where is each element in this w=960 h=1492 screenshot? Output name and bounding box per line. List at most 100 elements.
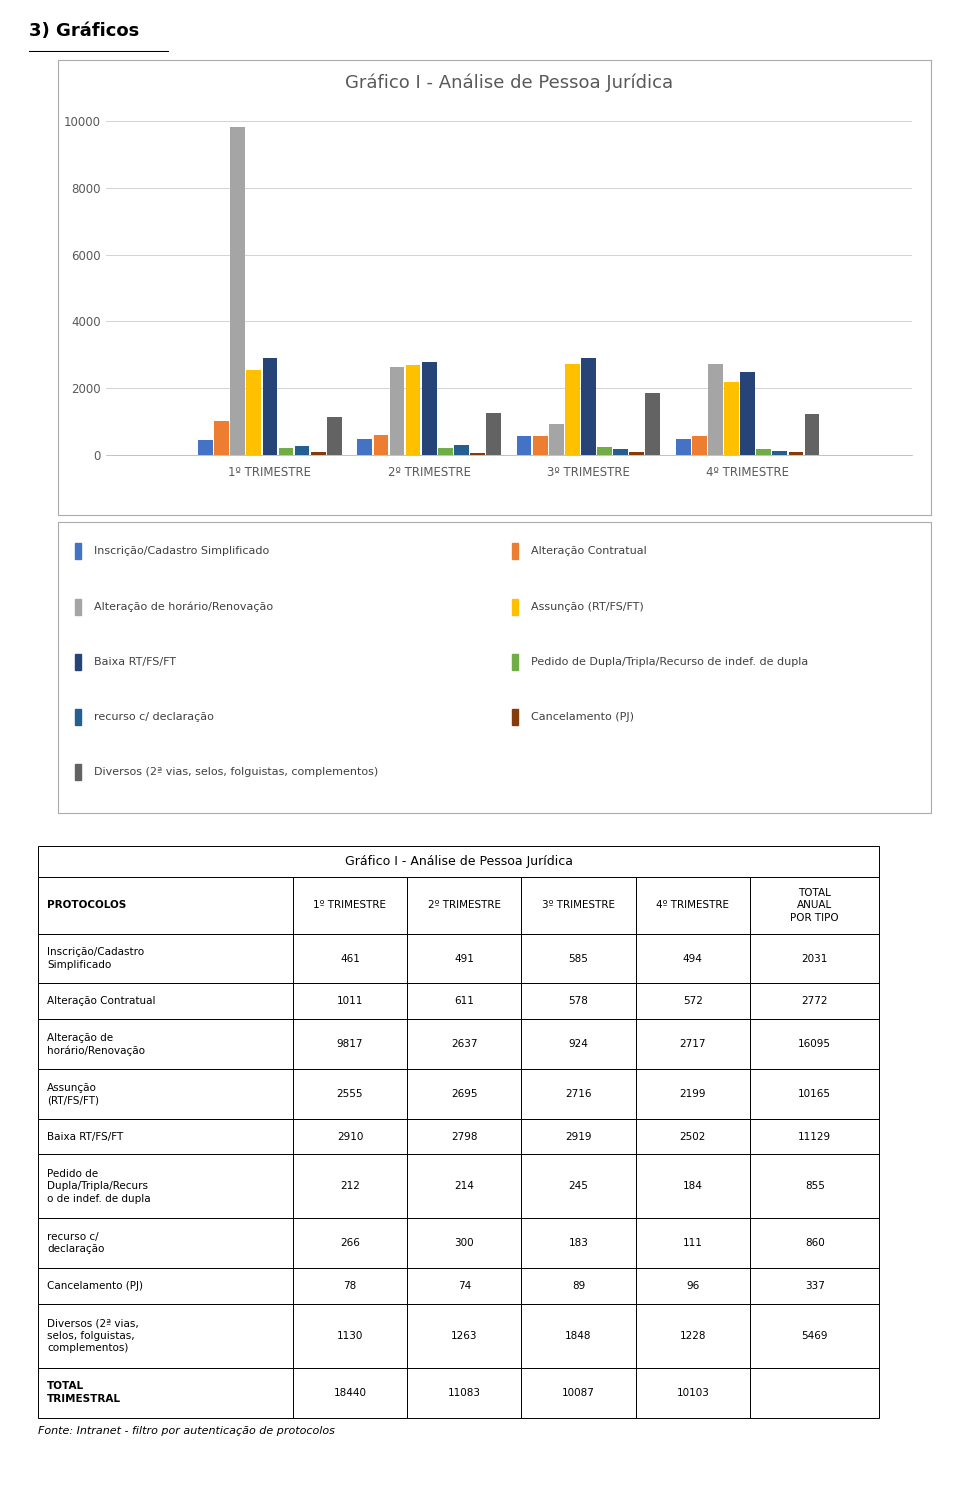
Bar [38,1268,293,1304]
Bar [38,1304,293,1368]
Bar [613,449,628,455]
Bar [521,1304,636,1368]
Bar [75,653,82,670]
Text: 10103: 10103 [677,1388,709,1398]
Bar [293,1268,407,1304]
Text: Baixa RT/FS/FT: Baixa RT/FS/FT [47,1131,124,1141]
Bar [521,877,636,934]
Text: 10165: 10165 [798,1089,831,1098]
Bar [750,1068,879,1119]
Text: Gráfico I - Análise de Pessoa Jurídica: Gráfico I - Análise de Pessoa Jurídica [345,855,573,868]
Text: 2772: 2772 [802,997,828,1006]
Bar [512,598,518,615]
Bar [740,372,756,455]
Bar [533,436,547,455]
Bar [407,983,521,1019]
Text: Pedido de
Dupla/Tripla/Recurs
o de indef. de dupla: Pedido de Dupla/Tripla/Recurs o de indef… [47,1168,151,1204]
Bar [407,1304,521,1368]
Bar [407,934,521,983]
Bar [311,452,325,455]
Bar [38,877,293,934]
Text: 212: 212 [340,1182,360,1192]
Text: 860: 860 [804,1238,825,1249]
Text: 1011: 1011 [337,997,363,1006]
Text: Baixa RT/FS/FT: Baixa RT/FS/FT [94,656,177,667]
Text: TOTAL
TRIMESTRAL: TOTAL TRIMESTRAL [47,1382,121,1404]
Bar [636,1304,750,1368]
Bar [521,1119,636,1155]
Bar [407,1268,521,1304]
Bar [521,1268,636,1304]
Bar [645,394,660,455]
Text: 2555: 2555 [337,1089,363,1098]
Text: 111: 111 [683,1238,703,1249]
Text: Cancelamento (PJ): Cancelamento (PJ) [531,712,635,722]
Bar [636,1368,750,1417]
Bar [750,983,879,1019]
Bar [636,1019,750,1068]
Text: 1º TRIMESTRE: 1º TRIMESTRE [314,900,387,910]
Text: 9817: 9817 [337,1038,363,1049]
Text: Pedido de Dupla/Tripla/Recurso de indef. de dupla: Pedido de Dupla/Tripla/Recurso de indef.… [531,656,808,667]
Bar [724,382,739,455]
Bar [750,1219,879,1268]
Bar [198,440,213,455]
Text: 1228: 1228 [680,1331,706,1341]
Bar [390,367,404,455]
Text: Assunção (RT/FS/FT): Assunção (RT/FS/FT) [531,601,644,612]
Bar [773,452,787,455]
Bar [247,370,261,455]
Bar [788,452,804,455]
Bar [293,934,407,983]
Bar [549,424,564,455]
Text: Fonte: Intranet - filtro por autenticação de protocolos: Fonte: Intranet - filtro por autenticaçã… [38,1426,335,1437]
Text: 2910: 2910 [337,1131,363,1141]
Bar [521,1068,636,1119]
Text: 2798: 2798 [451,1131,477,1141]
Bar [407,1068,521,1119]
Text: 611: 611 [454,997,474,1006]
Bar [486,413,501,455]
Bar [38,1219,293,1268]
Text: 89: 89 [572,1282,586,1291]
Bar [750,1119,879,1155]
Bar [75,598,82,615]
Text: 491: 491 [454,953,474,964]
Bar [750,1155,879,1219]
Bar [750,934,879,983]
Bar [373,434,388,455]
Text: 1848: 1848 [565,1331,591,1341]
Bar [521,1019,636,1068]
Bar [512,543,518,560]
Bar [521,934,636,983]
Text: 266: 266 [340,1238,360,1249]
Bar [750,877,879,934]
Text: 924: 924 [568,1038,588,1049]
Text: Alteração Contratual: Alteração Contratual [531,546,647,557]
Bar [636,1268,750,1304]
Text: 578: 578 [568,997,588,1006]
Bar [636,1119,750,1155]
Bar [454,445,468,455]
Bar [214,421,229,455]
Text: 3º TRIMESTRE: 3º TRIMESTRE [542,900,615,910]
Bar [756,449,771,455]
Bar [750,1268,879,1304]
Text: 96: 96 [686,1282,700,1291]
Bar [407,1219,521,1268]
Text: 74: 74 [458,1282,471,1291]
Bar [38,1368,293,1417]
Bar [278,448,294,455]
Bar [406,366,420,455]
Bar [262,358,277,455]
Text: Cancelamento (PJ): Cancelamento (PJ) [47,1282,143,1291]
Bar [38,1019,293,1068]
Bar [750,1019,879,1068]
Text: 2199: 2199 [680,1089,706,1098]
Bar [521,1368,636,1417]
Bar [516,436,532,455]
Text: 2695: 2695 [451,1089,477,1098]
Bar [636,1219,750,1268]
Bar [708,364,723,455]
Text: 2716: 2716 [565,1089,591,1098]
